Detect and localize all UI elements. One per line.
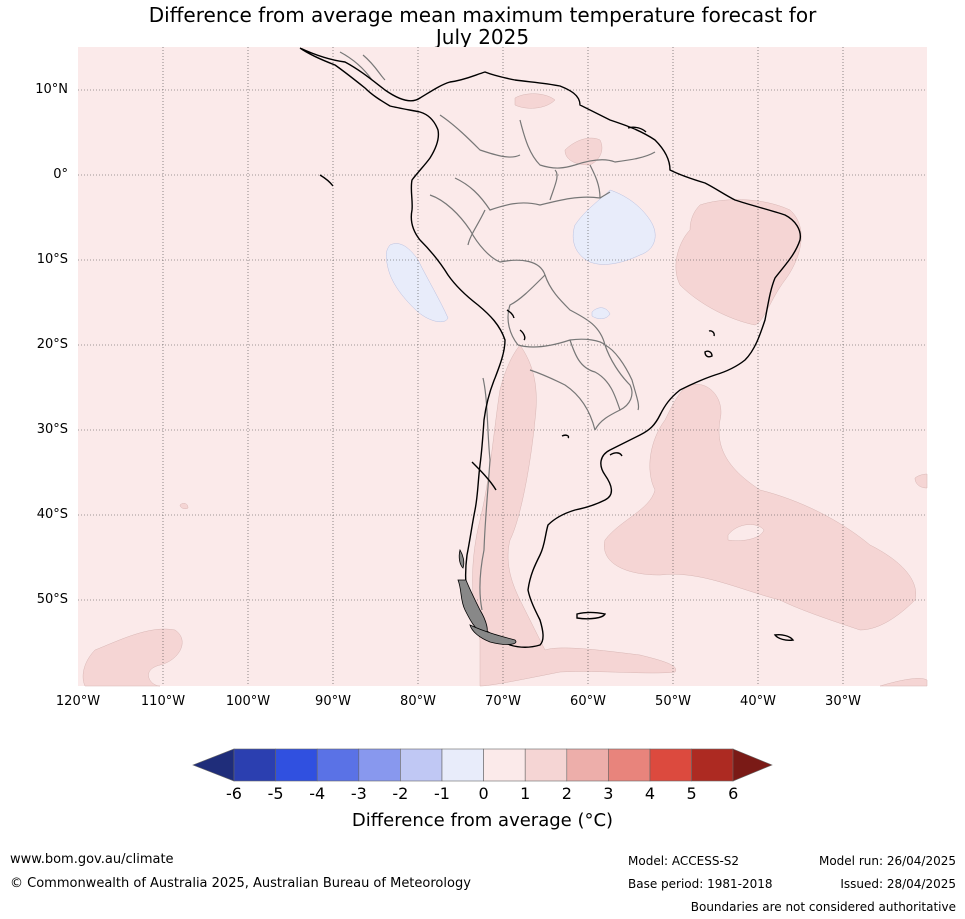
gridlines (78, 47, 927, 686)
map-title: Difference from average mean maximum tem… (0, 4, 965, 48)
colorbar-tick-neg2: -2 (392, 784, 409, 803)
footer-issued: Issued: 28/04/2025 (840, 877, 956, 891)
lon-label-50w: 50°W (655, 694, 691, 709)
colorbar-low-extension (192, 748, 235, 782)
lat-label-10s: 10°S (36, 252, 68, 267)
colorbar-bin-neg3-neg2 (358, 748, 401, 782)
colorbar-tick-0: 0 (478, 784, 489, 803)
country-boundaries (339, 51, 656, 611)
lon-label-70w: 70°W (485, 694, 521, 709)
colorbar-tick-neg4: -4 (309, 784, 326, 803)
colorbar-high-extension (732, 748, 773, 782)
colorbar-bin-neg4-neg3 (316, 748, 360, 782)
colorbar-tick-6: 6 (728, 784, 739, 803)
southern-archipelago (457, 548, 517, 645)
colorbar-tick-neg1: -1 (434, 784, 450, 803)
anomaly-neg1-0-patches (386, 189, 656, 323)
lat-label-40s: 40°S (36, 507, 68, 522)
lon-label-40w: 40°W (740, 694, 776, 709)
lat-label-10n: 10°N (35, 82, 68, 97)
lat-label-20s: 20°S (36, 337, 68, 352)
lon-label-80w: 80°W (400, 694, 436, 709)
colorbar-bin-2-3 (566, 748, 609, 782)
coastlines (299, 47, 802, 648)
colorbar-bin-3-4 (608, 748, 651, 782)
title-line-2: July 2025 (435, 25, 530, 49)
anomaly-1-2-patches (82, 93, 928, 687)
colorbar-tick-neg6: -6 (226, 784, 242, 803)
colorbar-tick-neg3: -3 (350, 784, 367, 803)
footer-url[interactable]: www.bom.gov.au/climate (10, 852, 174, 867)
colorbar-bin-4-5 (649, 748, 692, 782)
colorbar-tick-2: 2 (561, 784, 572, 803)
colorbar-bin-1-2 (524, 748, 568, 782)
colorbar (192, 748, 773, 782)
colorbar-tick-neg5: -5 (267, 784, 284, 803)
colorbar-bin-0-1 (483, 748, 526, 782)
lat-label-0: 0° (53, 167, 68, 182)
footer-boundaries-note: Boundaries are not considered authoritat… (690, 900, 956, 914)
colorbar-bin-5-6 (691, 748, 734, 782)
colorbar-bin-neg1-0 (441, 748, 484, 782)
colorbar-tick-3: 3 (603, 784, 614, 803)
lat-label-30s: 30°S (36, 422, 68, 437)
footer-copyright: © Commonwealth of Australia 2025, Austra… (10, 876, 471, 891)
footer-base-period: Base period: 1981-2018 (628, 877, 773, 891)
title-line-1: Difference from average mean maximum tem… (148, 3, 817, 27)
colorbar-bin-neg5-neg4 (275, 748, 318, 782)
lon-label-110w: 110°W (140, 694, 186, 709)
lon-label-60w: 60°W (570, 694, 606, 709)
colorbar-title: Difference from average (°C) (351, 810, 614, 831)
colorbar-tick-5: 5 (686, 784, 697, 803)
lat-label-50s: 50°S (36, 592, 68, 607)
footer-model-run: Model run: 26/04/2025 (818, 854, 956, 868)
lon-label-90w: 90°W (315, 694, 351, 709)
colorbar-tick-4: 4 (644, 784, 656, 803)
colorbar-bin-neg6-neg5 (233, 748, 276, 782)
footer-model: Model: ACCESS-S2 (628, 854, 740, 868)
colorbar-tick-1: 1 (520, 784, 531, 803)
colorbar-bin-neg2-neg1 (400, 748, 443, 782)
lon-label-100w: 100°W (225, 694, 271, 709)
lon-label-120w: 120°W (55, 694, 101, 709)
lon-label-30w: 30°W (825, 694, 861, 709)
